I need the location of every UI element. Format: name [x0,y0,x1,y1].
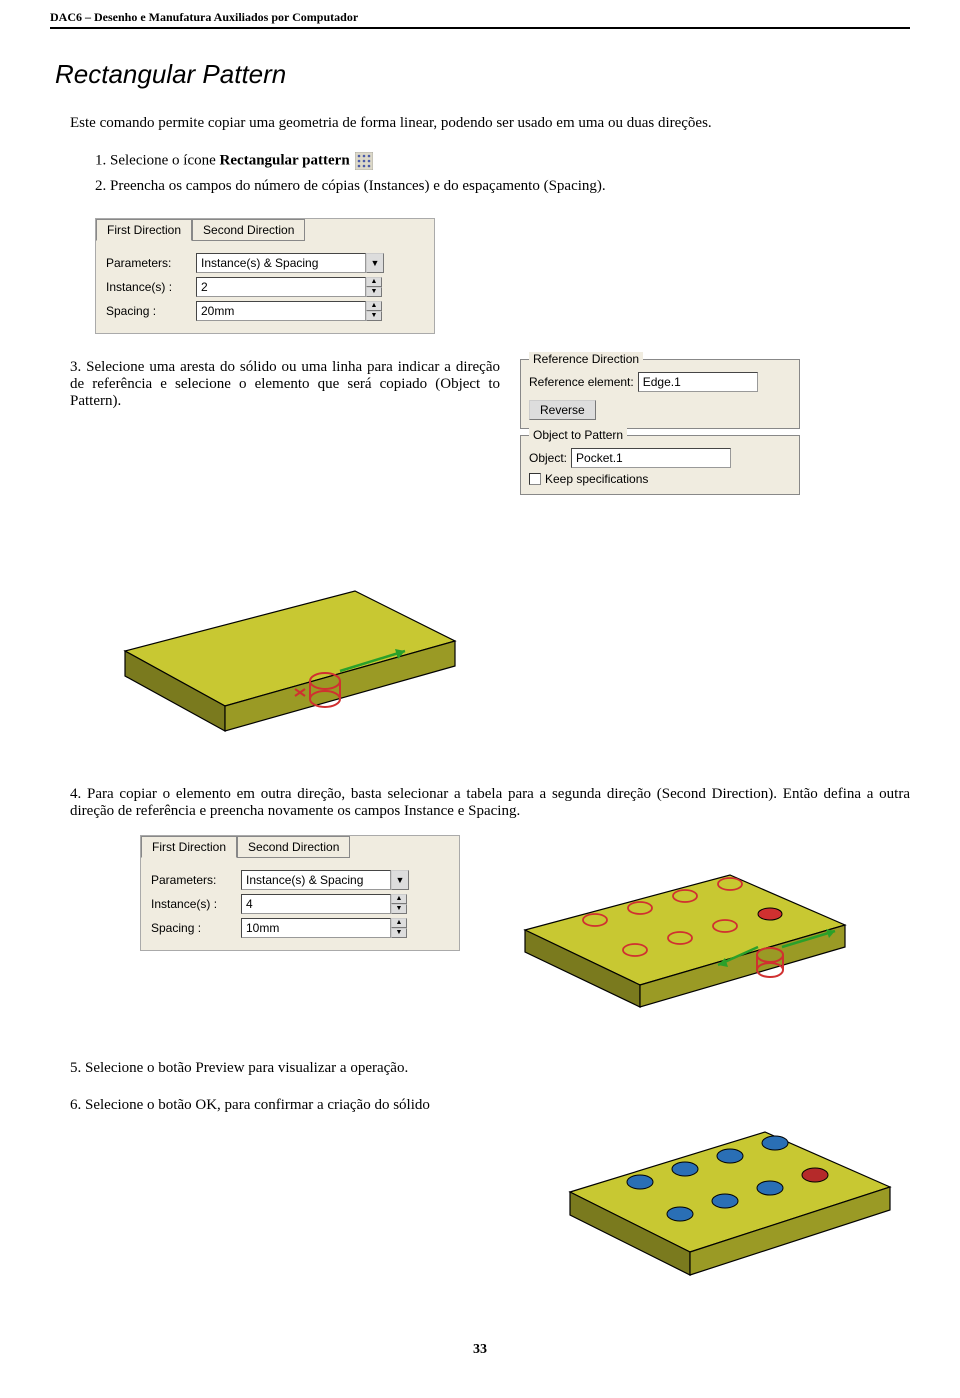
spacing-spinner[interactable]: ▲▼ [366,301,382,321]
parameters-dropdown-icon-2[interactable]: ▼ [391,870,409,890]
spacing-label: Spacing : [106,304,196,318]
object-to-pattern-group: Object to Pattern Object: Pocket.1 Keep … [520,435,800,495]
parameters-dropdown-icon[interactable]: ▼ [366,253,384,273]
instances-input[interactable]: 2 [196,277,366,297]
keep-spec-checkbox[interactable] [529,473,541,485]
ref-element-input[interactable]: Edge.1 [638,372,758,392]
page-number: 33 [50,1342,910,1358]
step-1-bold: Rectangular pattern [220,152,350,168]
step-6: 6. Selecione o botão OK, para confirmar … [70,1097,550,1114]
doc-header: DAC6 – Desenho e Manufatura Auxiliados p… [50,10,910,29]
parameters-label: Parameters: [106,256,196,270]
section-title: Rectangular Pattern [55,59,910,90]
reference-direction-group: Reference Direction Reference element: E… [520,359,800,429]
direction-panel-2: First Direction Second Direction Paramet… [140,835,460,951]
instances-label-2: Instance(s) : [151,897,241,911]
instances-spinner-2[interactable]: ▲▼ [391,894,407,914]
solid-preview-1 [95,531,910,766]
spacing-input[interactable]: 20mm [196,301,366,321]
object-label: Object: [529,451,567,465]
objpat-legend: Object to Pattern [529,428,627,442]
solid-final [550,1097,910,1302]
rectangular-pattern-icon [355,152,373,170]
step-4: 4. Para copiar o elemento em outra direç… [70,786,910,820]
solid-preview-2 [500,835,870,1030]
step-5: 5. Selecione o botão Preview para visual… [70,1060,910,1077]
keep-spec-label: Keep specifications [545,472,648,486]
instances-spinner[interactable]: ▲▼ [366,277,382,297]
parameters-select-2[interactable]: Instance(s) & Spacing [241,870,391,890]
refdir-legend: Reference Direction [529,352,643,366]
spacing-input-2[interactable]: 10mm [241,918,391,938]
tab-second-direction-2[interactable]: Second Direction [237,836,350,858]
tab-first-direction-2[interactable]: First Direction [141,836,237,858]
spacing-label-2: Spacing : [151,921,241,935]
direction-panel-1: First Direction Second Direction Paramet… [95,218,435,334]
parameters-select[interactable]: Instance(s) & Spacing [196,253,366,273]
step-1: 1. Selecione o ícone Rectangular pattern [95,152,910,170]
step-2: 2. Preencha os campos do número de cópia… [95,178,910,195]
reverse-button[interactable]: Reverse [529,400,596,420]
instances-label: Instance(s) : [106,280,196,294]
instances-input-2[interactable]: 4 [241,894,391,914]
step-1-prefix: 1. Selecione o ícone [95,152,220,168]
step-3: 3. Selecione uma aresta do sólido ou uma… [70,359,500,410]
tab-second-direction[interactable]: Second Direction [192,219,305,241]
spacing-spinner-2[interactable]: ▲▼ [391,918,407,938]
object-input[interactable]: Pocket.1 [571,448,731,468]
intro-text: Este comando permite copiar uma geometri… [70,115,910,132]
tab-first-direction[interactable]: First Direction [96,219,192,241]
parameters-label-2: Parameters: [151,873,241,887]
ref-element-label: Reference element: [529,375,634,389]
